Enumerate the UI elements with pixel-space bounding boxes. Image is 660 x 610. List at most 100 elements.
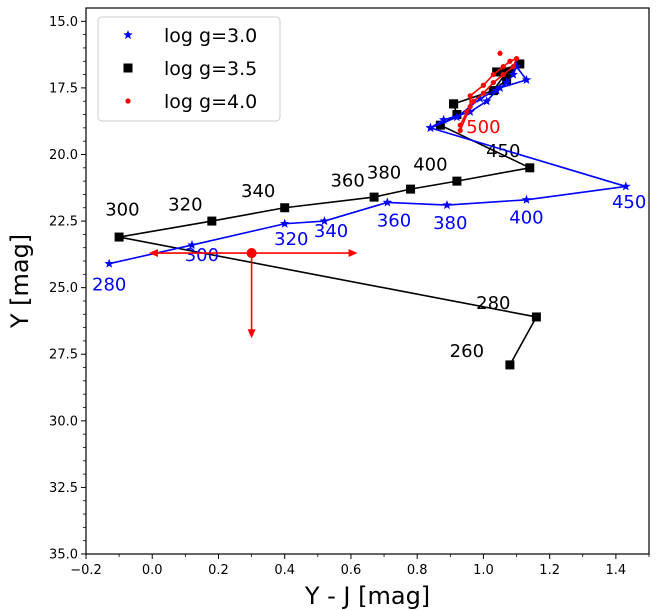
y-tick-label: 32.5 [49, 481, 78, 496]
data-point [490, 71, 496, 78]
legend: log g=3.0 log g=3.5 log g=4.0 [97, 16, 281, 122]
legend-item: log g=4.0 [125, 91, 257, 113]
data-point [621, 181, 631, 191]
data-point [382, 197, 393, 207]
data-point [465, 106, 475, 116]
legend-label: log g=3.5 [164, 58, 257, 80]
data-point [452, 112, 462, 122]
data-point [319, 216, 330, 226]
data-point [187, 240, 197, 250]
point-label: 340 [241, 181, 275, 202]
point-label: 360 [330, 170, 364, 191]
data-point [452, 176, 462, 186]
y-tick-label: 25.0 [49, 281, 78, 296]
data-point [280, 203, 290, 213]
data-point [481, 96, 492, 106]
data-point [442, 200, 452, 210]
legend-item: log g=3.5 [123, 58, 257, 80]
point-label: 300 [105, 200, 139, 221]
data-point [457, 122, 463, 128]
data-point [104, 258, 114, 268]
y-tick-label: 35.0 [49, 548, 78, 563]
point-label: 380 [433, 213, 467, 234]
data-point [425, 122, 436, 132]
data-point [505, 360, 515, 370]
data-point [521, 74, 532, 84]
data-point [501, 77, 512, 87]
axes: −0.2 0.0 0.2 0.4 0.6 0.8 1.0 1.2 1.4 15.0 17.5 20.0… [49, 15, 650, 578]
data-point [495, 82, 505, 92]
point-label: 320 [274, 229, 308, 250]
point-label: 450 [486, 141, 520, 162]
data-point [475, 93, 485, 103]
data-point [480, 90, 487, 96]
y-tick-label: 20.0 [49, 148, 78, 163]
legend-label: log g=3.0 [164, 25, 257, 47]
error-bar-center [246, 248, 257, 259]
y-axis-label: Y [mag] [6, 234, 34, 329]
data-point [464, 109, 470, 115]
data-point [521, 194, 532, 204]
data-point [114, 232, 124, 242]
x-tick-label: 0.0 [142, 563, 163, 578]
legend-marker [123, 30, 133, 40]
legend-item: log g=3.0 [123, 25, 257, 47]
error-bar [148, 248, 358, 339]
data-point [467, 93, 473, 99]
data-point [467, 103, 473, 110]
x-tick-label: 0.2 [208, 563, 229, 578]
arrow-down-icon [247, 329, 256, 339]
legend-box [97, 16, 281, 122]
y-tick-label: 15.0 [49, 15, 78, 30]
point-label: 300 [185, 245, 219, 266]
y-tick-label: 22.5 [49, 215, 78, 230]
point-label: 340 [314, 221, 348, 242]
y-tick-label: 17.5 [49, 81, 78, 96]
data-point [490, 79, 496, 86]
data-point [508, 69, 518, 79]
x-tick-label: 0.6 [341, 563, 362, 578]
point-label: 280 [476, 293, 510, 314]
point-label: 500 [466, 117, 500, 138]
data-point [369, 192, 379, 202]
data-point [531, 312, 541, 322]
legend-marker [125, 98, 131, 104]
arrow-right-icon [348, 249, 358, 258]
data-point [279, 218, 290, 228]
data-point [435, 120, 445, 130]
data-point [438, 114, 449, 124]
data-point [406, 184, 416, 194]
x-tick-label: 0.4 [274, 563, 295, 578]
point-label: 450 [612, 192, 646, 213]
legend-label: log g=4.0 [164, 91, 257, 113]
x-tick-label: 1.4 [606, 563, 627, 578]
x-tick-label: −0.2 [70, 563, 102, 578]
legend-marker [123, 63, 133, 73]
plot-frame [85, 7, 650, 555]
x-axis-label: Y - J [mag] [304, 582, 430, 610]
point-label: 260 [450, 341, 484, 362]
data-point [497, 50, 503, 56]
data-point [491, 85, 502, 95]
data-point [470, 98, 477, 104]
data-point [515, 59, 525, 69]
data-point [480, 82, 487, 88]
series-dot: 500 [457, 50, 520, 138]
data-point [500, 63, 506, 70]
point-label: 360 [377, 210, 411, 231]
point-label: 280 [92, 274, 126, 295]
point-label: 320 [168, 194, 202, 215]
data-point [511, 61, 522, 71]
data-point [513, 56, 520, 62]
y-tick-label: 30.0 [49, 414, 78, 429]
x-tick-label: 1.0 [473, 563, 494, 578]
data-point [449, 99, 459, 109]
y-tick-label: 27.5 [49, 348, 78, 363]
point-label: 400 [413, 154, 447, 175]
point-label: 380 [367, 162, 401, 183]
data-point [510, 63, 516, 70]
data-point [457, 127, 463, 134]
